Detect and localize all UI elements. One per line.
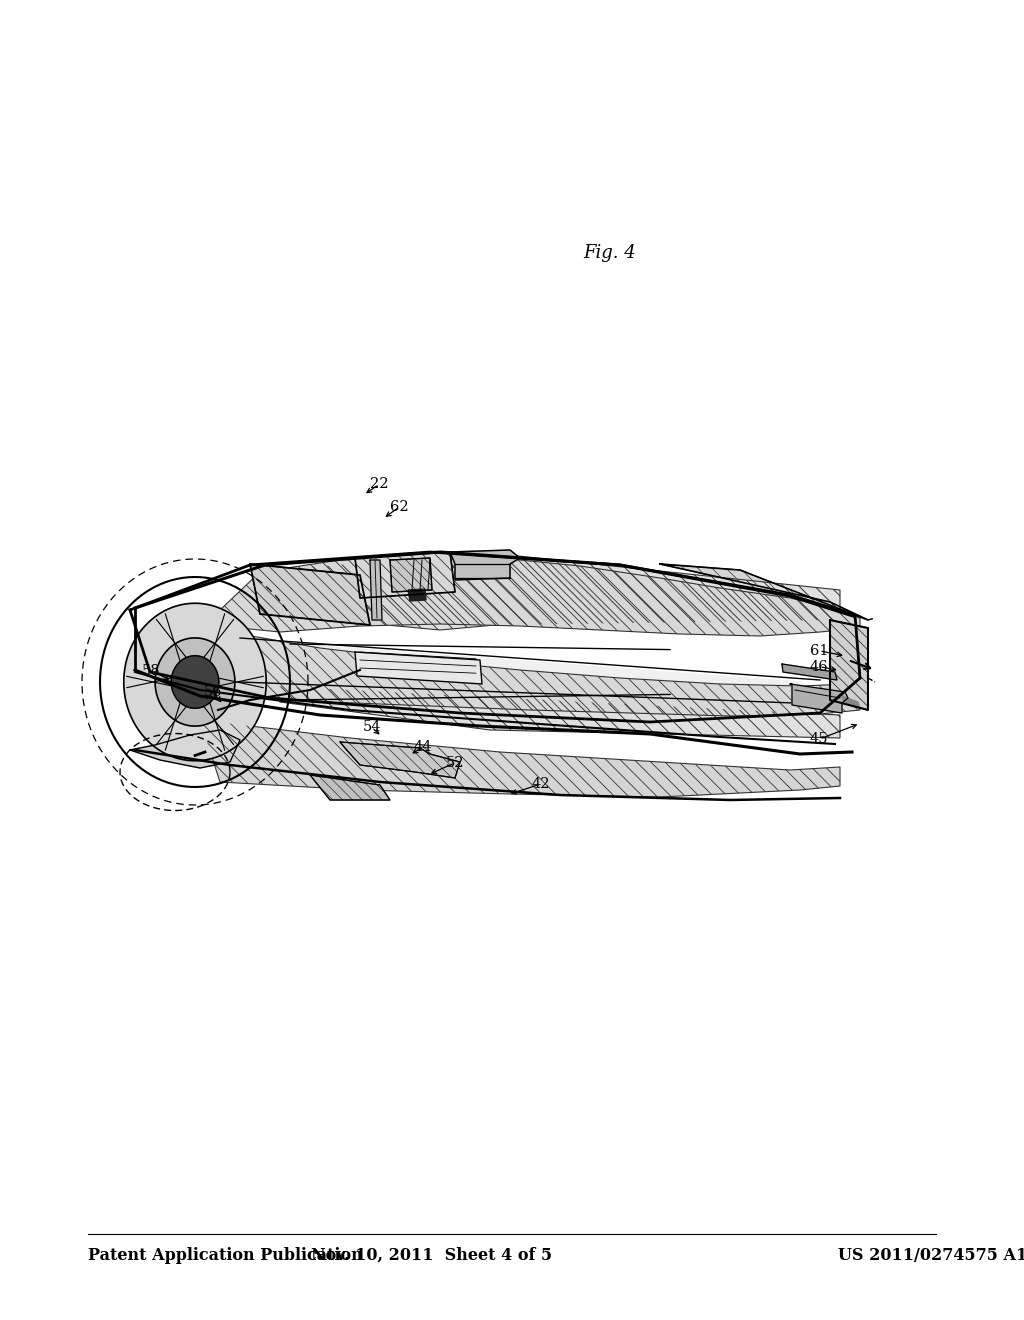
PathPatch shape [830, 620, 868, 710]
Text: 58: 58 [142, 664, 161, 677]
PathPatch shape [200, 719, 840, 797]
Polygon shape [240, 640, 840, 702]
Text: 56: 56 [204, 685, 222, 698]
PathPatch shape [220, 556, 860, 636]
PathPatch shape [270, 686, 840, 738]
Text: 42: 42 [531, 777, 550, 791]
Text: 61: 61 [810, 644, 828, 657]
Text: 62: 62 [390, 500, 409, 513]
Polygon shape [124, 603, 266, 760]
Polygon shape [408, 589, 426, 601]
Text: 44: 44 [414, 741, 432, 754]
Polygon shape [171, 656, 219, 709]
PathPatch shape [390, 558, 432, 591]
Text: Fig. 4: Fig. 4 [583, 244, 636, 263]
Text: US 2011/0274575 A1: US 2011/0274575 A1 [838, 1247, 1024, 1263]
PathPatch shape [220, 634, 860, 715]
Text: 45: 45 [810, 733, 828, 746]
Text: Nov. 10, 2011  Sheet 4 of 5: Nov. 10, 2011 Sheet 4 of 5 [311, 1247, 553, 1263]
Text: 52: 52 [445, 756, 464, 770]
PathPatch shape [310, 775, 390, 800]
Polygon shape [155, 638, 234, 726]
Text: 46: 46 [810, 660, 828, 673]
Text: 22: 22 [370, 478, 388, 491]
PathPatch shape [250, 564, 370, 624]
Polygon shape [450, 550, 520, 579]
PathPatch shape [270, 552, 840, 630]
Polygon shape [370, 560, 382, 620]
Text: 54: 54 [362, 721, 381, 734]
Polygon shape [842, 696, 860, 708]
PathPatch shape [340, 742, 460, 777]
PathPatch shape [660, 564, 868, 620]
PathPatch shape [355, 552, 455, 598]
Polygon shape [130, 730, 240, 768]
Polygon shape [790, 684, 848, 713]
Polygon shape [782, 664, 837, 680]
Text: Patent Application Publication: Patent Application Publication [88, 1247, 362, 1263]
Polygon shape [355, 652, 482, 684]
